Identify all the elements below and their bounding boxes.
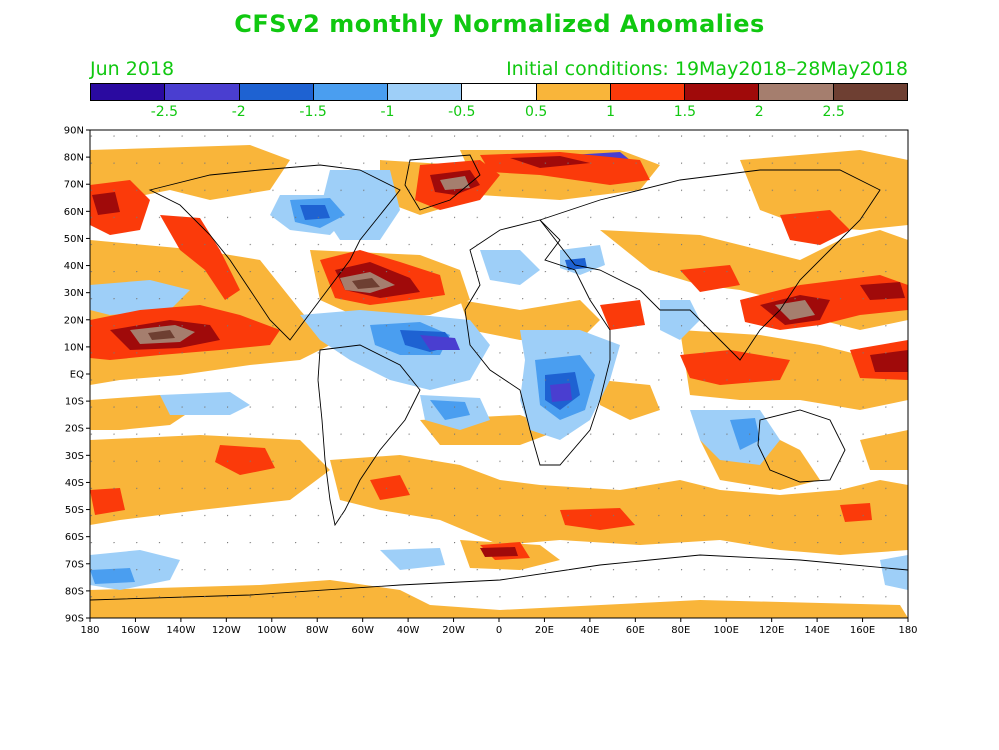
color-swatch xyxy=(833,84,907,100)
lat-label: 40S xyxy=(65,478,84,489)
color-swatch xyxy=(536,84,611,100)
lon-label: 180 xyxy=(80,625,99,636)
lon-label: 20E xyxy=(535,625,554,636)
initial-conditions: Initial conditions: 19May2018–28May2018 xyxy=(506,58,908,80)
lon-label: 120E xyxy=(759,625,784,636)
color-scale-bar xyxy=(90,83,908,101)
lat-label: 20N xyxy=(64,315,84,326)
color-swatch xyxy=(759,84,834,100)
lon-label: 140E xyxy=(804,625,829,636)
latitude-axis: 90N 80N 70N 60N 50N 40N 30N 20N 10N EQ 10S 20S 30S 40… xyxy=(64,126,90,625)
lat-label: 60S xyxy=(65,532,84,543)
lon-label: 80W xyxy=(306,625,329,636)
lon-label: 40E xyxy=(580,625,599,636)
color-swatch xyxy=(239,84,314,100)
lat-label: 20S xyxy=(65,424,84,435)
lon-label: 120W xyxy=(212,625,241,636)
anomaly-field xyxy=(90,130,908,618)
lat-label: 40N xyxy=(64,261,84,272)
lat-label: 70S xyxy=(65,559,84,570)
lon-label: 160W xyxy=(121,625,150,636)
lat-label: 10S xyxy=(65,397,84,408)
lat-label: 80S xyxy=(65,586,84,597)
color-scale-label: -1.5 xyxy=(299,104,327,120)
color-swatch xyxy=(313,84,389,100)
lat-label: 90N xyxy=(64,126,84,137)
lon-label: 100E xyxy=(714,625,739,636)
color-scale-label: 0.5 xyxy=(525,104,548,120)
color-swatch xyxy=(91,84,166,100)
lon-label: 180 xyxy=(898,625,917,636)
lat-label: 60N xyxy=(64,207,84,218)
lon-label: 60W xyxy=(351,625,374,636)
lat-label: 50N xyxy=(64,234,84,245)
lon-label: 20W xyxy=(442,625,465,636)
color-scale-labels: -2.5 -2 -1.5 -1 -0.5 0.5 1 1.5 2 2.5 xyxy=(0,104,999,124)
color-scale-label: -0.5 xyxy=(448,104,476,120)
color-scale-label: -2 xyxy=(231,104,246,120)
color-scale-label: -2.5 xyxy=(150,104,179,120)
color-scale-label: -1 xyxy=(380,104,395,120)
lat-label: 90S xyxy=(65,614,84,625)
lat-label: 10N xyxy=(64,342,84,353)
color-swatch xyxy=(610,84,686,100)
lat-label: 70N xyxy=(64,180,84,191)
color-scale-label: 1 xyxy=(606,104,615,120)
lat-label: 80N xyxy=(64,153,84,164)
lon-label: 100W xyxy=(257,625,286,636)
lat-label: 30N xyxy=(64,288,84,299)
color-swatch xyxy=(685,84,760,100)
longitude-axis: 180 160W 140W 120W 100W 80W 60W 40W 20W 0 20E 40E 60… xyxy=(80,618,918,636)
lat-label: 50S xyxy=(65,505,84,516)
color-swatch xyxy=(165,84,240,100)
lon-label: 60E xyxy=(626,625,645,636)
lon-label: 160E xyxy=(850,625,875,636)
lon-label: 140W xyxy=(166,625,195,636)
color-scale-label: 2.5 xyxy=(822,104,845,120)
lat-label: EQ xyxy=(70,370,84,381)
color-swatch xyxy=(388,84,463,100)
chart-title: CFSv2 monthly Normalized Anomalies xyxy=(234,10,765,38)
lat-label: 30S xyxy=(65,451,84,462)
forecast-month: Jun 2018 xyxy=(90,58,175,80)
lon-label: 80E xyxy=(671,625,690,636)
lon-label: 0 xyxy=(496,625,502,636)
lon-label: 40W xyxy=(397,625,420,636)
color-swatch xyxy=(462,84,537,100)
color-scale-label: 1.5 xyxy=(673,104,697,120)
color-scale-label: 2 xyxy=(754,104,764,120)
